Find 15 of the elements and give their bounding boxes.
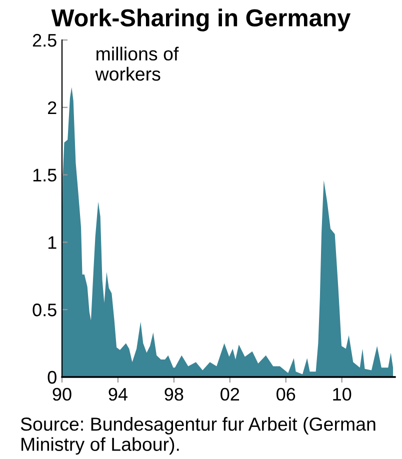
y-tick-label: 2.5 (32, 34, 56, 47)
x-tick-label: 02 (220, 388, 240, 401)
x-tick-label: 94 (108, 388, 128, 401)
annotation: millions of workers (95, 46, 179, 81)
x-tick-label: 98 (164, 388, 184, 401)
x-tick-label: 06 (276, 388, 296, 401)
x-tick-label: 90 (52, 388, 72, 401)
y-tick-label: 1 (48, 236, 56, 249)
y-tick-label: 1.5 (33, 168, 56, 182)
y-tick-label: 0.5 (32, 304, 56, 316)
y-tick-label: 2 (48, 101, 56, 114)
y-tick-label: 0 (48, 370, 56, 384)
source-note: Source: Bundesagentur fur Arbeit (German Ministry of Labour). (20, 417, 376, 455)
x-tick-label: 10 (333, 388, 352, 401)
chart-title: Work-Sharing in Germany (51, 8, 351, 32)
